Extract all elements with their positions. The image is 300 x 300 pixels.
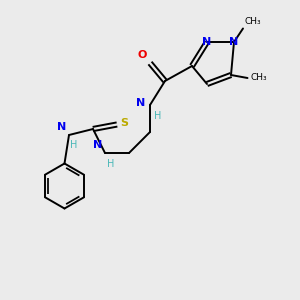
Text: CH₃: CH₃	[250, 74, 267, 82]
Text: H: H	[70, 140, 77, 150]
Text: CH₃: CH₃	[244, 16, 261, 26]
Text: H: H	[154, 111, 161, 121]
Text: O: O	[138, 50, 147, 60]
Text: N: N	[202, 37, 211, 47]
Text: N: N	[230, 37, 238, 47]
Text: H: H	[107, 159, 115, 169]
Text: N: N	[57, 122, 66, 132]
Text: S: S	[120, 118, 128, 128]
Text: N: N	[136, 98, 146, 109]
Text: N: N	[93, 140, 102, 150]
